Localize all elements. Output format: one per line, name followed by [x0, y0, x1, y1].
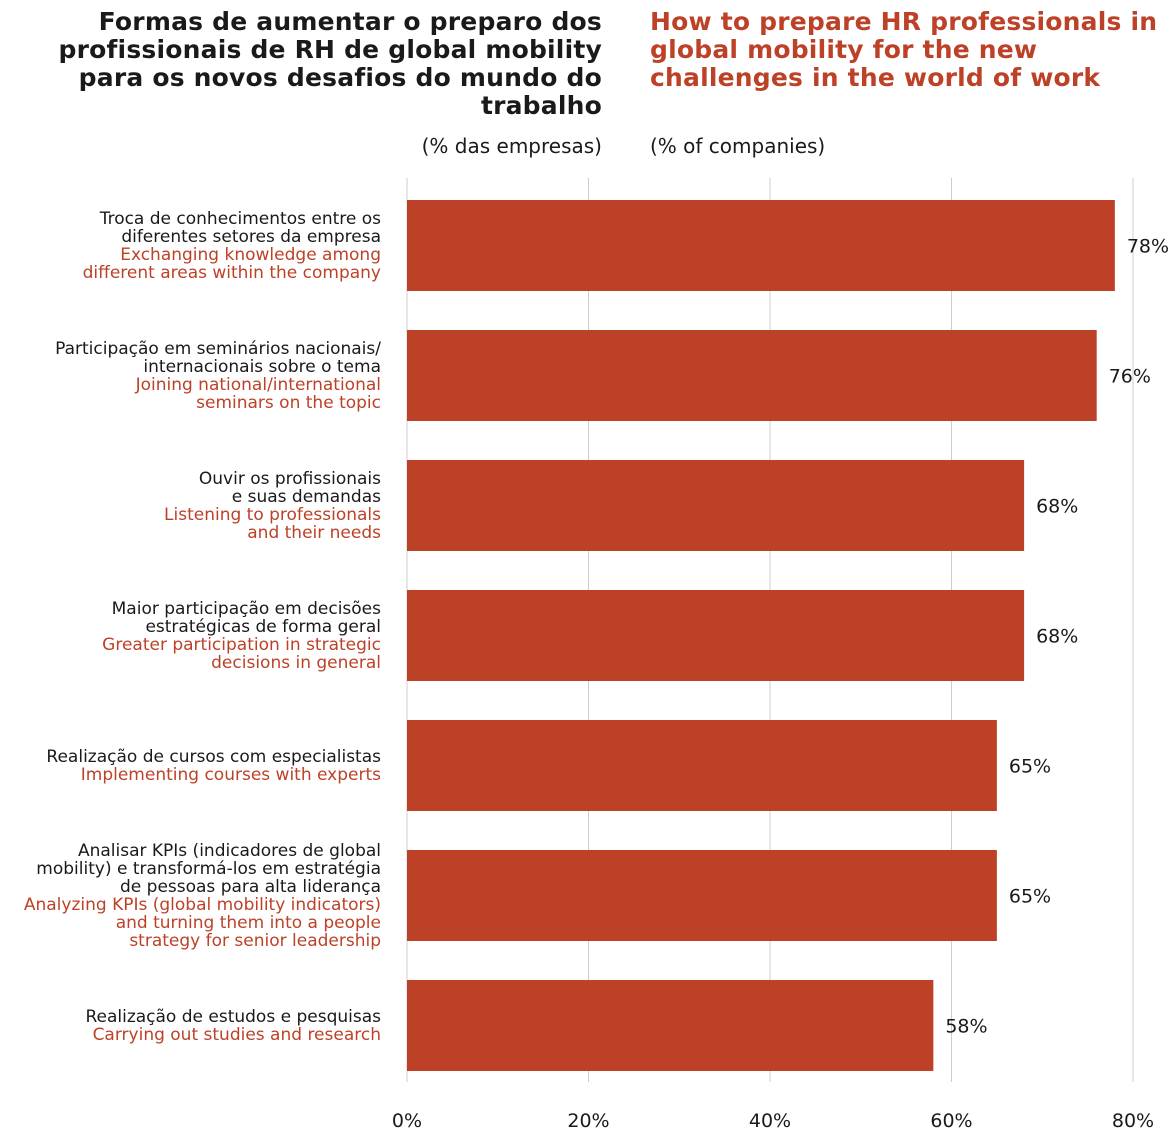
category-label-en-line: seminars on the topic — [196, 392, 381, 413]
bar-2 — [407, 330, 1097, 421]
chart-title-portuguese: Formas de aumentar o preparo dos profiss… — [58, 7, 602, 120]
category-label-pt-line: diferentes setores da empresa — [121, 226, 381, 247]
category-label-en-line: Exchanging knowledge among — [120, 244, 381, 265]
category-label-pt-line: e suas demandas — [231, 486, 381, 507]
x-tick-label-60: 60% — [930, 1110, 972, 1132]
x-tick-label-40: 40% — [749, 1110, 791, 1132]
value-label-3: 68% — [1036, 496, 1078, 518]
category-label-pt-line: Maior participação em decisões — [111, 598, 381, 619]
category-label-7: Realização de estudos e pesquisas Carryin… — [0, 1008, 381, 1044]
value-label-7: 58% — [945, 1016, 987, 1038]
category-label-3: Ouvir os profissionais e suas demandas Lis… — [0, 470, 381, 542]
value-label-2: 76% — [1109, 366, 1151, 388]
chart-title-english: How to prepare HR professionals in globa… — [650, 7, 1158, 92]
x-tick-label-0: 0% — [392, 1110, 422, 1132]
category-label-pt-line: mobility) e transformá-los em estratégia — [36, 858, 381, 879]
category-label-en-line: Listening to professionals — [164, 504, 381, 525]
category-label-pt-line: Troca de conhecimentos entre os — [99, 208, 381, 229]
category-label-1: Troca de conhecimentos entre os diferente… — [0, 210, 381, 282]
category-label-pt-line: Ouvir os profissionais — [198, 468, 381, 489]
x-tick-label-20: 20% — [567, 1110, 609, 1132]
category-label-pt-line: Analisar KPIs (indicadores de global — [77, 840, 381, 861]
value-label-5: 65% — [1009, 756, 1051, 778]
category-label-en-line: Implementing courses with experts — [80, 764, 381, 785]
unit-label-english: (% of companies) — [650, 134, 826, 158]
category-label-en-line: decisions in general — [211, 652, 381, 673]
x-axis-ticks: 0% 20% 40% 60% 80% — [392, 1110, 1154, 1132]
bar-5 — [407, 720, 997, 811]
bar-4 — [407, 590, 1025, 681]
category-label-en-line: Joining national/international — [135, 374, 381, 395]
x-tick-label-80: 80% — [1112, 1110, 1154, 1132]
category-label-en-line: and turning them into a people — [115, 912, 381, 933]
bar-3 — [407, 460, 1025, 551]
bars — [407, 200, 1115, 1071]
category-label-6: Analisar KPIs (indicadores de global mobi… — [0, 842, 381, 950]
value-label-6: 65% — [1009, 886, 1051, 908]
category-label-pt-line: de pessoas para alta liderança — [120, 876, 381, 897]
value-label-1: 78% — [1127, 236, 1169, 258]
category-label-pt-line: Realização de cursos com especialistas — [46, 746, 381, 767]
value-labels: 78% 76% 68% 68% 65% 65% 58% — [945, 236, 1169, 1038]
bar-7 — [407, 980, 934, 1071]
category-label-en-line: strategy for senior leadership — [129, 930, 381, 951]
unit-label-portuguese: (% das empresas) — [421, 134, 602, 158]
bar-6 — [407, 850, 997, 941]
category-label-pt-line: estratégicas de forma geral — [145, 616, 381, 637]
category-label-pt-line: Participação em seminários nacionais/ — [55, 338, 381, 359]
category-label-en-line: Greater participation in strategic — [102, 634, 381, 655]
bar-1 — [407, 200, 1115, 291]
category-label-en-line: Analyzing KPIs (global mobility indicato… — [23, 894, 381, 915]
category-label-5: Realização de cursos com especialistas Im… — [0, 748, 381, 784]
category-label-pt-line: internacionais sobre o tema — [143, 356, 381, 377]
category-label-en-line: Carrying out studies and research — [92, 1024, 381, 1045]
category-label-en-line: different areas within the company — [82, 262, 381, 283]
category-label-2: Participação em seminários nacionais/int… — [0, 340, 381, 412]
category-label-en-line: and their needs — [247, 522, 381, 543]
category-label-pt-line: Realização de estudos e pesquisas — [85, 1006, 381, 1027]
category-label-4: Maior participação em decisões estratégic… — [0, 600, 381, 672]
value-label-4: 68% — [1036, 626, 1078, 648]
